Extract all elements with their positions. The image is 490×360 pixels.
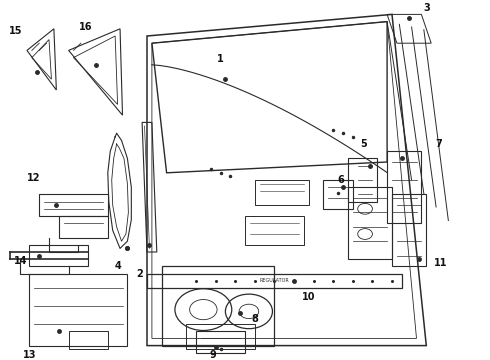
Text: 3: 3: [423, 3, 430, 13]
Text: 2: 2: [136, 269, 143, 279]
Text: 1: 1: [217, 54, 224, 64]
Text: 8: 8: [251, 314, 258, 324]
Text: 14: 14: [14, 256, 27, 266]
Text: 16: 16: [79, 22, 93, 32]
Text: 5: 5: [360, 139, 367, 149]
Text: 15: 15: [9, 26, 23, 36]
Text: 4: 4: [114, 261, 121, 271]
Text: 12: 12: [26, 173, 40, 183]
Text: 10: 10: [302, 292, 316, 302]
Text: 6: 6: [337, 175, 344, 185]
Text: 13: 13: [23, 350, 36, 360]
Text: 11: 11: [434, 258, 448, 268]
Text: 9: 9: [210, 350, 217, 360]
Text: 7: 7: [435, 139, 442, 149]
Text: REGULATOR: REGULATOR: [260, 278, 289, 283]
